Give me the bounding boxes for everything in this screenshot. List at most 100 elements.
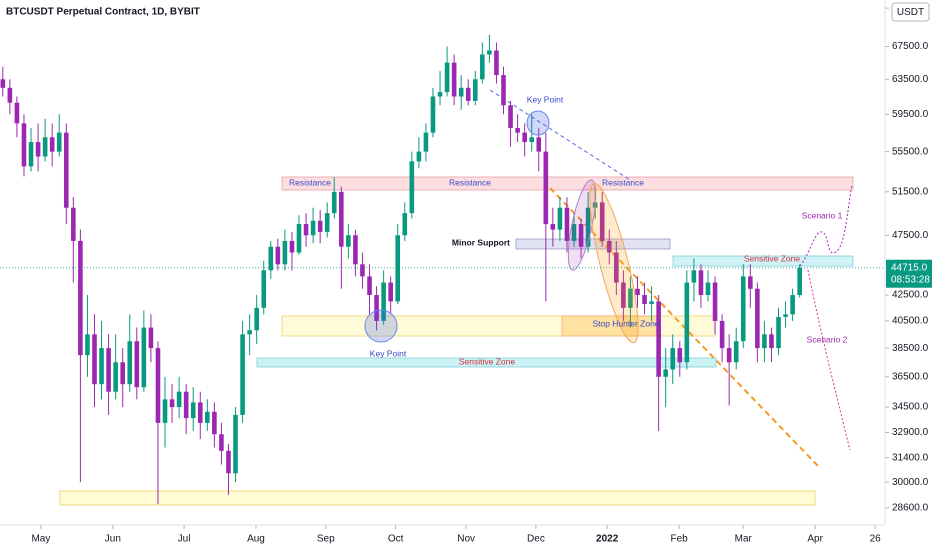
zone-label: Resistance: [602, 177, 644, 187]
y-tick-label: 31400.0: [892, 452, 929, 463]
x-tick-label: Nov: [457, 534, 475, 545]
y-tick-label: 51500.0: [892, 186, 929, 197]
y-tick-label: 38500.0: [892, 343, 929, 354]
candle-body: [176, 391, 182, 408]
x-tick-label: May: [31, 534, 50, 545]
candle-body: [402, 213, 408, 236]
candle-body: [395, 235, 401, 302]
candle-body: [324, 213, 330, 232]
candle-body: [71, 207, 76, 241]
candle-body: [92, 334, 97, 385]
candle-body: [317, 220, 323, 232]
candle-body: [564, 207, 570, 241]
candle-body: [501, 75, 506, 106]
candle-body: [310, 220, 316, 236]
sensitive-zone: [256, 357, 717, 368]
candle-body: [458, 87, 464, 97]
candle-body: [691, 270, 697, 283]
y-tick-label: 34500.0: [892, 402, 929, 413]
candle-body: [169, 399, 175, 408]
zone-label: Scenario 2: [807, 334, 848, 344]
candle-body: [465, 87, 471, 101]
chart-title: BTCUSDT Perpetual Contract, 1D, BYBIT: [6, 7, 200, 18]
candle-body: [212, 411, 217, 435]
x-tick-label: Feb: [670, 534, 688, 545]
x-tick-label: Mar: [735, 534, 753, 545]
candle-body: [769, 334, 774, 349]
scenario-path: [799, 184, 853, 267]
candle-body: [42, 137, 48, 157]
candle-body: [550, 224, 556, 230]
candle-body: [197, 402, 203, 423]
candle-body: [205, 411, 210, 423]
candle-body: [78, 240, 83, 356]
candle-body: [515, 127, 520, 133]
key-point-circle: [526, 110, 550, 136]
candle-body: [628, 288, 633, 308]
candle-body: [113, 362, 118, 392]
candle-body: [0, 79, 6, 88]
candle-body: [14, 102, 20, 124]
candle-body: [247, 330, 252, 335]
candle-body: [127, 341, 133, 385]
highlight-ellipse: [589, 182, 639, 344]
candle-body: [261, 270, 267, 308]
candle-body: [712, 282, 718, 321]
candle-body: [663, 369, 668, 377]
x-tick-label: Apr: [807, 534, 823, 545]
sensitive-zone: [672, 255, 854, 267]
candle-body: [677, 348, 683, 363]
x-tick-label: Oct: [388, 534, 404, 545]
x-tick-label: 26: [870, 534, 882, 545]
candle-body: [783, 314, 788, 317]
x-tick-label: 2022: [596, 534, 619, 545]
x-tick-label: Sep: [317, 534, 335, 545]
x-tick-label: Aug: [247, 534, 265, 545]
zone-label: Sensitive Zone: [744, 253, 800, 263]
candle-body: [254, 307, 259, 331]
candle-body: [7, 87, 13, 103]
candle-body: [529, 137, 535, 143]
candle-body: [289, 240, 295, 253]
axes: 72500.067500.063500.059500.055500.051500…: [31, 3, 928, 545]
candle-body: [656, 301, 661, 377]
candle-body: [282, 240, 288, 265]
currency-button[interactable]: [891, 2, 930, 22]
y-tick-label: 67500.0: [892, 41, 929, 52]
x-tick-label: Jun: [105, 534, 121, 545]
candle-body: [268, 246, 274, 271]
candle-body: [275, 246, 281, 265]
candle-body: [28, 142, 34, 167]
zone-label: Scenario 1: [802, 210, 843, 220]
y-tick-label: 40500.0: [892, 316, 929, 327]
x-tick-label: Jul: [178, 534, 191, 545]
candle-body: [303, 224, 309, 236]
candle-body: [183, 391, 189, 419]
scenario-path: [807, 269, 851, 451]
y-tick-label: 59500.0: [892, 109, 929, 120]
candle-body: [487, 50, 492, 55]
candle-body: [790, 295, 795, 315]
candle-body: [296, 224, 302, 253]
candle-body: [155, 348, 161, 423]
candle-body: [642, 295, 647, 304]
candle-body: [21, 123, 27, 167]
candle-body: [409, 161, 415, 214]
candle-body: [346, 235, 351, 247]
candle-body: [776, 316, 781, 349]
candle-body: [331, 191, 337, 214]
countdown-label: 08:53:28: [891, 274, 930, 285]
currency-label[interactable]: USDT: [897, 7, 924, 18]
zone-label: Sensitive Zone: [459, 356, 515, 366]
candle-body: [49, 137, 55, 152]
candle-body: [606, 240, 612, 253]
candle-body: [85, 334, 90, 356]
support-zone: [59, 490, 816, 506]
candle-body: [571, 224, 577, 241]
y-tick-label: 30000.0: [892, 477, 929, 488]
highlight-ellipse: [567, 179, 597, 271]
candle-body: [35, 142, 41, 157]
candle-body: [134, 341, 140, 388]
minor-support-zone: [515, 238, 671, 250]
